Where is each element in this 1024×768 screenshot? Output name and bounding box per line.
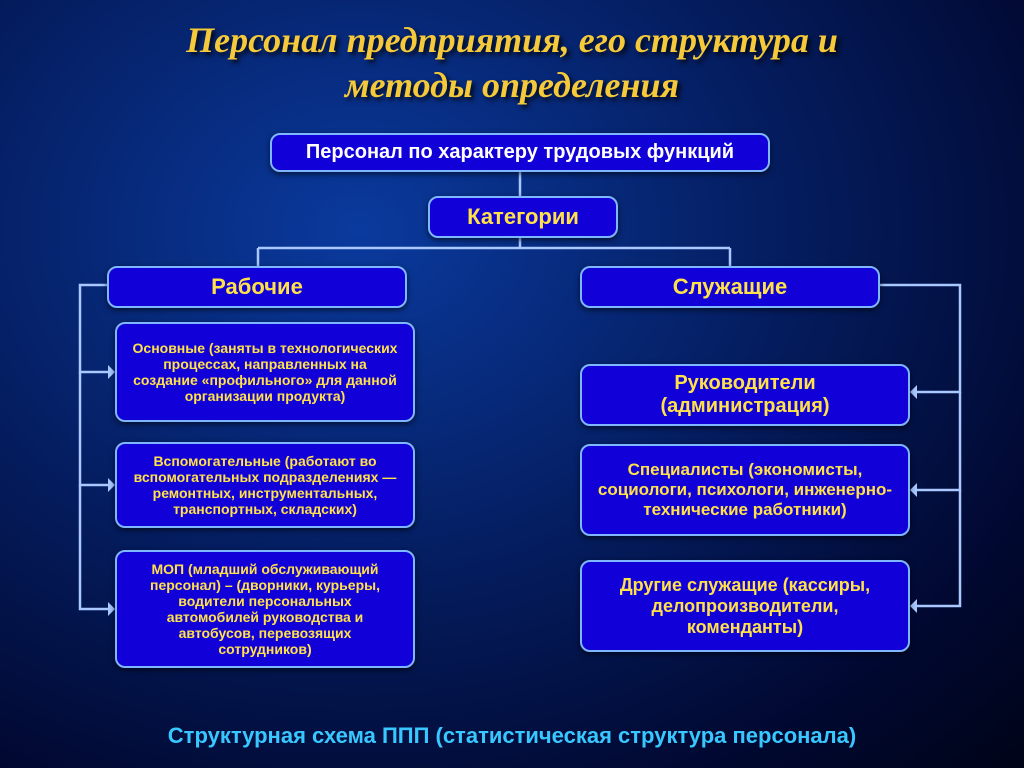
- box-categories: Категории: [428, 196, 618, 238]
- box-root: Персонал по характеру трудовых функций: [270, 133, 770, 172]
- box-employees: Служащие: [580, 266, 880, 308]
- box-workers: Рабочие: [107, 266, 407, 308]
- title-line-2: методы определения: [0, 63, 1024, 108]
- footer-caption: Структурная схема ППП (статистическая ст…: [0, 723, 1024, 749]
- box-w2: Вспомогательные (работают во вспомогател…: [115, 442, 415, 528]
- slide-title: Персонал предприятия, его структура и ме…: [0, 0, 1024, 108]
- box-e1: Руководители (администрация): [580, 364, 910, 426]
- title-line-1: Персонал предприятия, его структура и: [0, 18, 1024, 63]
- box-w3: МОП (младший обслуживающий персонал) – (…: [115, 550, 415, 668]
- box-e3: Другие служащие (кассиры, делопроизводит…: [580, 560, 910, 652]
- box-w1: Основные (заняты в технологических проце…: [115, 322, 415, 422]
- box-e2: Специалисты (экономисты, социологи, псих…: [580, 444, 910, 536]
